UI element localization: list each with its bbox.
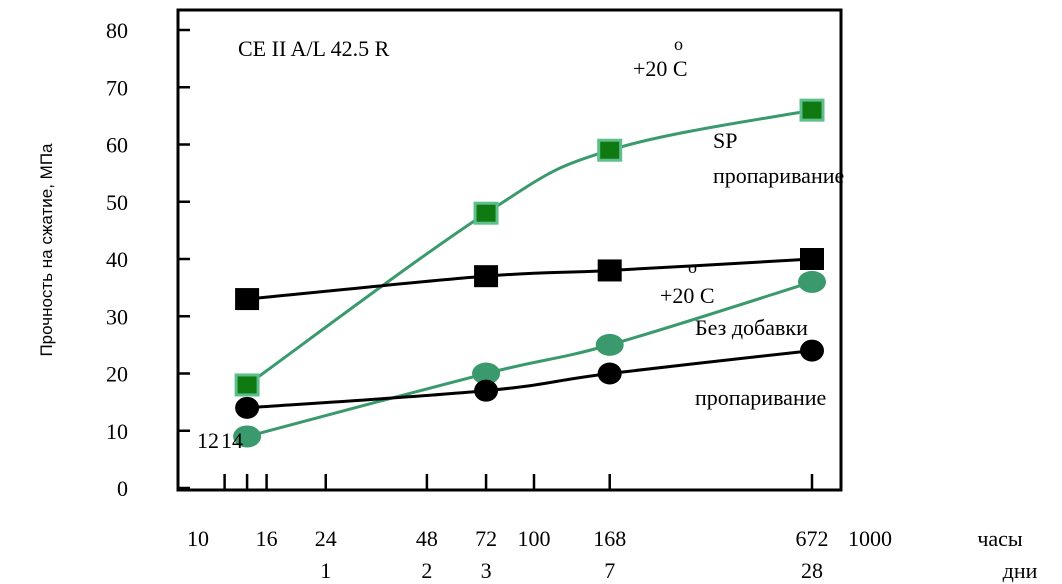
- x-tick-label-days: 7: [604, 558, 615, 583]
- marker-noadd-20c: [595, 333, 624, 356]
- x-unit-days: дни: [1003, 558, 1038, 583]
- y-axis-title: Прочность на сжатие, МПа: [37, 143, 56, 357]
- y-tick-label: 30: [106, 304, 128, 329]
- marker-sp-steam: [235, 288, 260, 311]
- y-tick-label: 70: [106, 75, 128, 100]
- x-unit-hours: часы: [977, 526, 1023, 551]
- x-tick-label-days: 1: [320, 558, 331, 583]
- y-tick-label: 40: [106, 247, 128, 272]
- marker-noadd-steam: [474, 379, 499, 402]
- marker-noadd-20c: [797, 270, 826, 293]
- x-tick-label-hours: 72: [475, 526, 497, 551]
- annotation-temp-bottom: +20 C: [660, 283, 715, 308]
- x-tick-label-hours: 168: [593, 526, 626, 551]
- plot-frame: [176, 8, 843, 492]
- marker-noadd-20c: [233, 425, 262, 448]
- x-axis-ticks: 10 16 24 48 72 100 168 672 1000 1 2 3 7 28: [187, 474, 892, 583]
- y-tick-label: 10: [106, 419, 128, 444]
- series-line-1: [246, 257, 813, 301]
- annotation-steam-bottom: пропаривание: [695, 385, 826, 410]
- chart-title: CE II A/L 42.5 R: [238, 36, 390, 61]
- marker-sp-20c: [234, 373, 260, 397]
- x-extra-label-14: 14: [221, 428, 243, 453]
- annotation-steam-top: пропаривание: [713, 163, 844, 188]
- series-line-2: [246, 280, 813, 438]
- x-extra-label-12: 12: [197, 428, 219, 453]
- marker-noadd-20c: [472, 362, 501, 385]
- y-tick-label: 60: [106, 133, 128, 158]
- x-tick-label-hours: 100: [518, 526, 551, 551]
- marker-sp-20c: [473, 201, 499, 225]
- x-tick-label-hours: 672: [795, 526, 828, 551]
- annotation-sp: SP: [713, 128, 737, 153]
- y-tick-label: 20: [106, 362, 128, 387]
- marker-sp-steam: [474, 265, 499, 288]
- y-tick-label: 50: [106, 190, 128, 215]
- series-line-0: [246, 108, 813, 387]
- x-tick-label-days: 2: [421, 558, 432, 583]
- series-line-3: [246, 349, 813, 410]
- marker-sp-20c: [799, 98, 825, 122]
- marker-noadd-steam: [597, 362, 622, 385]
- marker-noadd-steam: [799, 339, 824, 362]
- marker-sp-20c: [597, 138, 623, 162]
- annotation-temp-top: +20 C: [633, 56, 688, 81]
- y-tick-label: 0: [117, 476, 128, 501]
- x-tick-label-hours: 24: [315, 526, 337, 551]
- x-tick-label-hours: 48: [416, 526, 438, 551]
- annotation-degree-top: o: [674, 34, 683, 54]
- series-markers: [233, 98, 826, 448]
- marker-sp-steam: [597, 259, 622, 282]
- x-tick-label-hours: 10: [187, 526, 209, 551]
- y-axis-ticks: 0 10 20 30 40 50 60 70 80: [106, 18, 190, 501]
- x-tick-label-hours: 1000: [848, 526, 892, 551]
- marker-noadd-steam: [235, 396, 260, 419]
- marker-sp-steam: [799, 248, 824, 270]
- x-tick-label-hours: 16: [256, 526, 278, 551]
- y-tick-label: 80: [106, 18, 128, 43]
- series-lines: [246, 108, 813, 438]
- annotation-no-additive: Без добавки: [695, 315, 808, 340]
- x-tick-label-days: 3: [481, 558, 492, 583]
- x-tick-label-days: 28: [801, 558, 823, 583]
- annotation-degree-bottom: o: [688, 257, 697, 277]
